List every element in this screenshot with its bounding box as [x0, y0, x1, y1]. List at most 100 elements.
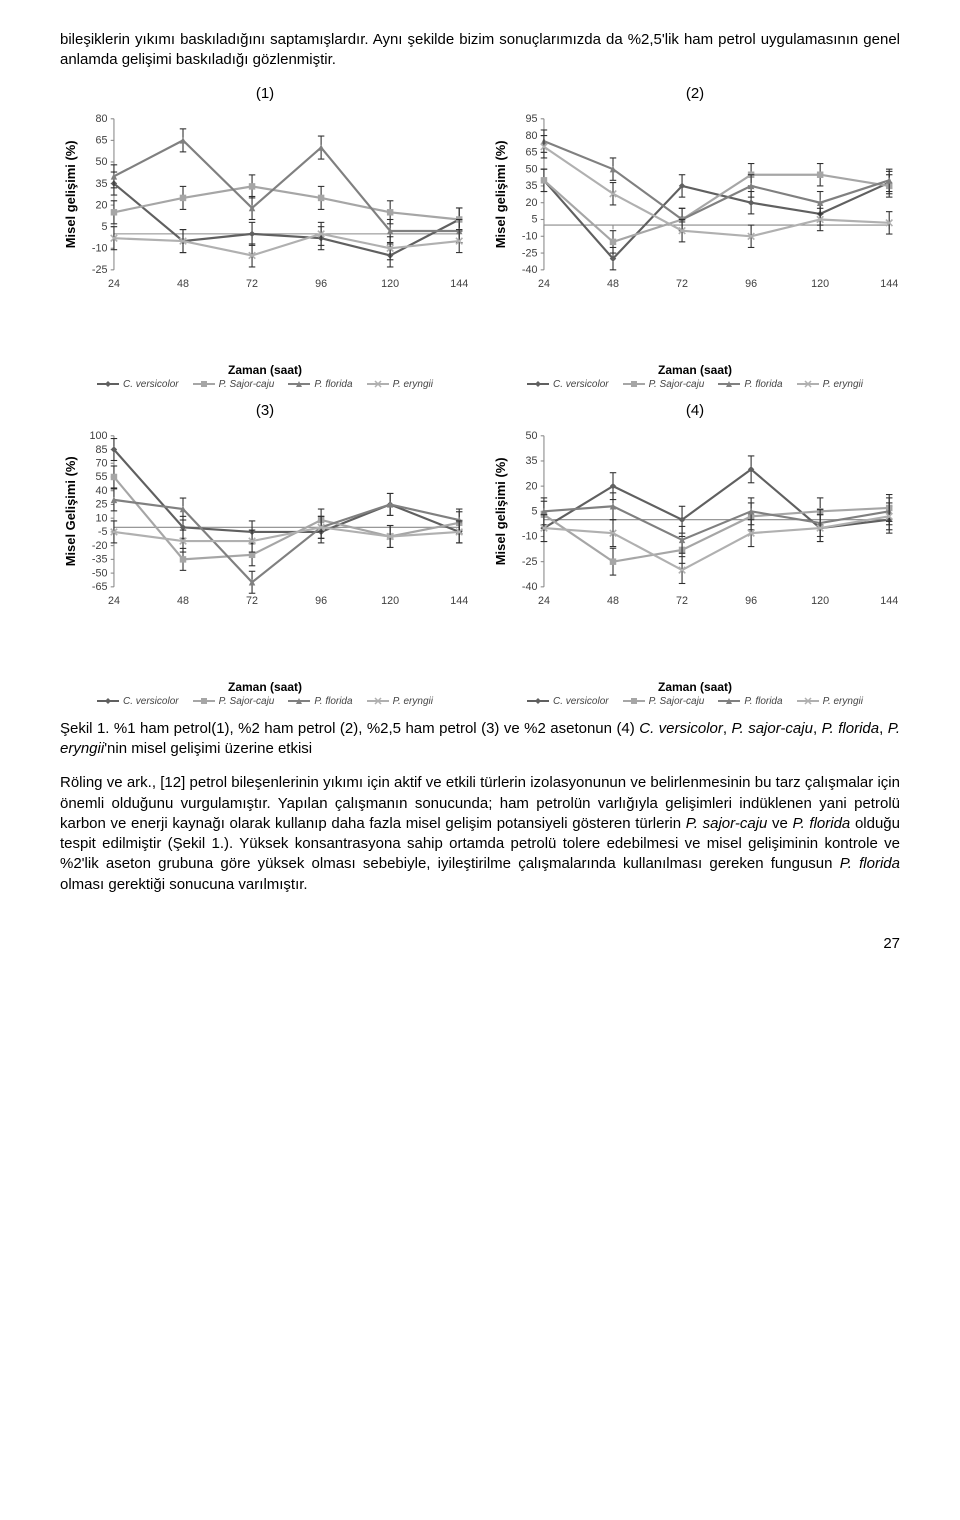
x-tick-label: 24 — [108, 595, 120, 607]
x-tick-label: 120 — [811, 595, 829, 607]
legend-item: P. florida — [718, 379, 782, 390]
chart-4-label: (4) — [490, 402, 900, 419]
series-line — [544, 508, 889, 562]
chart-svg: -25-105203550658024487296120144Misel gel… — [60, 108, 470, 356]
y-tick-label: 35 — [525, 180, 537, 192]
caption-sep2: , — [813, 720, 822, 737]
x-tick-label: 120 — [381, 278, 399, 290]
chart-4: (4) -40-25-10520355024487296120144Misel … — [490, 402, 900, 707]
series-line — [114, 477, 459, 559]
y-tick-label: 65 — [95, 134, 107, 146]
legend-item: P. eryngii — [367, 379, 433, 390]
y-tick-label: 50 — [95, 156, 107, 168]
legend-item: P. Sajor-caju — [623, 379, 705, 390]
caption-sep1: , — [723, 720, 732, 737]
chart-2-label: (2) — [490, 85, 900, 102]
y-tick-label: 80 — [95, 113, 107, 125]
intro-paragraph: bileşiklerin yıkımı baskıladığını saptam… — [60, 30, 900, 71]
p2-sp-florida: P. florida — [793, 815, 851, 832]
y-tick-label: -20 — [92, 540, 108, 552]
chart-row-2: (3) -65-50-35-20-51025405570851002448729… — [60, 402, 900, 707]
y-tick-label: -10 — [522, 230, 538, 242]
chart-svg: -65-50-35-20-510254055708510024487296120… — [60, 425, 470, 673]
x-tick-label: 96 — [745, 595, 757, 607]
series-line — [114, 527, 459, 541]
y-tick-label: 20 — [525, 196, 537, 208]
caption-sp2: P. sajor-caju — [732, 720, 813, 737]
caption-pre: Şekil 1. %1 ham petrol(1), %2 ham petrol… — [60, 720, 639, 737]
chart-3-label: (3) — [60, 402, 470, 419]
legend-item: C. versicolor — [527, 379, 609, 390]
y-tick-label: 10 — [95, 512, 107, 524]
y-tick-label: -25 — [522, 247, 538, 259]
legend-label: P. Sajor-caju — [219, 379, 275, 390]
x-tick-label: 72 — [246, 595, 258, 607]
y-axis-title: Misel Gelişimi (%) — [63, 456, 78, 566]
p2-c: olması gerektiği sonucuna varılmıştır. — [60, 876, 308, 893]
y-tick-label: 35 — [525, 455, 537, 467]
x-tick-label: 144 — [880, 595, 898, 607]
legend-label: P. Sajor-caju — [219, 696, 275, 707]
y-tick-label: 20 — [525, 480, 537, 492]
y-tick-label: 70 — [95, 457, 107, 469]
p2-sp-florida2: P. florida — [840, 855, 900, 872]
series-line — [114, 449, 459, 531]
legend-label: P. florida — [314, 379, 352, 390]
y-tick-label: 50 — [525, 430, 537, 442]
y-tick-label: 40 — [95, 485, 107, 497]
chart-row-1: (1) -25-105203550658024487296120144Misel… — [60, 85, 900, 390]
y-tick-label: 95 — [525, 113, 537, 125]
series-line — [544, 174, 889, 241]
chart-1-label: (1) — [60, 85, 470, 102]
x-tick-label: 72 — [676, 595, 688, 607]
chart-2: (2) -40-25-10520355065809524487296120144… — [490, 85, 900, 390]
chart-legend: C. versicolorP. Sajor-cajuP. floridaP. e… — [490, 696, 900, 707]
legend-label: C. versicolor — [123, 379, 179, 390]
legend-label: P. florida — [314, 696, 352, 707]
chart-3: (3) -65-50-35-20-51025405570851002448729… — [60, 402, 470, 707]
y-tick-label: 5 — [531, 505, 537, 517]
legend-item: P. eryngii — [367, 696, 433, 707]
x-tick-label: 72 — [676, 278, 688, 290]
legend-label: P. eryngii — [823, 696, 863, 707]
legend-item: P. Sajor-caju — [193, 379, 275, 390]
legend-item: C. versicolor — [97, 379, 179, 390]
series-line — [544, 516, 889, 570]
legend-item: P. florida — [718, 696, 782, 707]
x-tick-label: 48 — [177, 278, 189, 290]
x-tick-label: 24 — [108, 278, 120, 290]
x-tick-label: 48 — [607, 595, 619, 607]
y-tick-label: 35 — [95, 177, 107, 189]
y-tick-label: 25 — [95, 498, 107, 510]
y-tick-label: -50 — [92, 567, 108, 579]
y-tick-label: -10 — [522, 530, 538, 542]
legend-label: C. versicolor — [123, 696, 179, 707]
x-tick-label: 48 — [177, 595, 189, 607]
legend-label: P. eryngii — [393, 379, 433, 390]
x-axis-title: Zaman (saat) — [60, 363, 470, 377]
legend-item: P. Sajor-caju — [623, 696, 705, 707]
y-tick-label: -40 — [522, 581, 538, 593]
y-axis-title: Misel gelişimi (%) — [493, 457, 508, 565]
y-tick-label: 55 — [95, 471, 107, 483]
x-tick-label: 144 — [880, 278, 898, 290]
legend-label: P. eryngii — [823, 379, 863, 390]
x-axis-title: Zaman (saat) — [490, 680, 900, 694]
chart-legend: C. versicolor P. Sajor-caju P. florida P. e… — [60, 696, 470, 707]
caption-sp3: P. florida — [822, 720, 880, 737]
x-tick-label: 144 — [450, 278, 468, 290]
y-tick-label: 5 — [531, 213, 537, 225]
legend-label: P. florida — [744, 696, 782, 707]
y-tick-label: 100 — [90, 430, 108, 442]
page-number: 27 — [60, 935, 900, 952]
legend-item: P. eryngii — [797, 696, 863, 707]
legend-item: P. florida — [288, 696, 352, 707]
chart-legend: C. versicolor P. Sajor-caju P. florida P. e… — [490, 379, 900, 390]
legend-label: P. Sajor-caju — [649, 696, 705, 707]
y-tick-label: -25 — [522, 556, 538, 568]
legend-item: C. versicolor — [97, 696, 179, 707]
y-tick-label: -40 — [522, 264, 538, 276]
p2-sp-sajor: P. sajor-caju — [686, 815, 768, 832]
series-line — [544, 141, 889, 219]
legend-label: P. eryngii — [393, 696, 433, 707]
